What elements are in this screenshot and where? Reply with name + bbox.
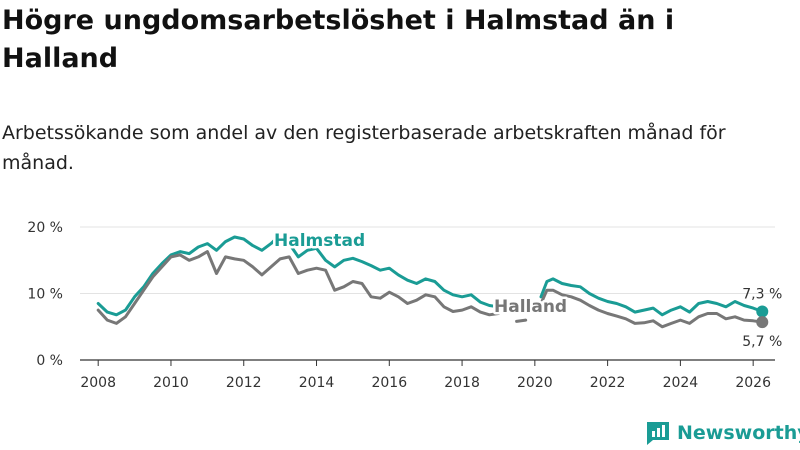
x-tick-label: 2020 [517, 375, 553, 391]
halland-line [539, 288, 764, 329]
halland-line [515, 318, 528, 323]
newsworthy-logo-icon [647, 422, 669, 445]
y-tick-label: 10 % [27, 287, 63, 303]
y-tick-label: 20 % [27, 220, 63, 236]
halmstad-line [539, 277, 764, 317]
x-tick-label: 2012 [226, 375, 262, 391]
x-tick-label: 2018 [444, 375, 480, 391]
y-tick-label: 0 % [36, 353, 63, 369]
halmstad-line [96, 233, 500, 317]
line-chart: 0 % 10 % 20 % 2008 2010 2012 2014 2016 2018 2020 2… [27, 220, 782, 391]
x-tick-label: 2022 [590, 375, 626, 391]
x-tick-label: 2024 [663, 375, 699, 391]
x-tick-label: 2016 [371, 375, 407, 391]
halland-end-point [756, 316, 769, 329]
halland-series-label: Halland [494, 297, 567, 317]
x-tick-label: 2014 [299, 375, 335, 391]
x-tick-label: 2010 [153, 375, 189, 391]
x-tick-label: 2026 [735, 375, 771, 391]
halmstad-end-value-label: 7,3 % [742, 286, 782, 302]
halland-line [96, 250, 500, 325]
brand-name: Newsworthy [677, 422, 800, 444]
x-tick-label: 2008 [80, 375, 116, 391]
chart-title: Högre ungdomsarbetslöshet i Halmstad än … [2, 5, 675, 74]
chart-subtitle: Arbetssökande som andel av den registerb… [2, 122, 726, 174]
halmstad-end-point [756, 305, 769, 318]
brand-logo[interactable]: Newsworthy [645, 420, 800, 446]
halmstad-series-label: Halmstad [274, 231, 365, 251]
halland-end-value-label: 5,7 % [742, 334, 782, 350]
